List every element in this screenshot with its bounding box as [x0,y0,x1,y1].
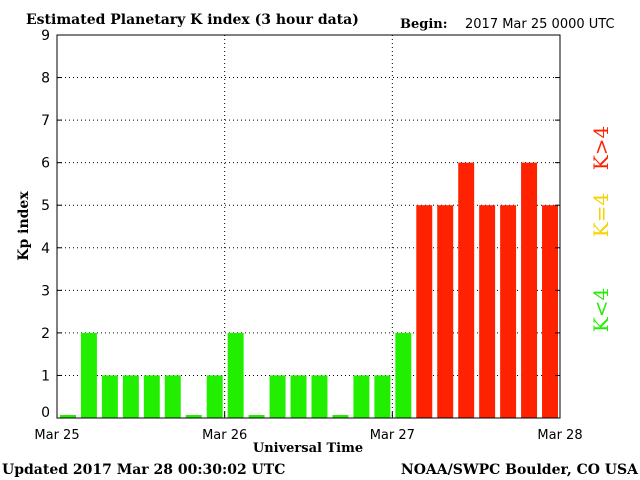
x-tick-label: Mar 28 [537,428,582,443]
begin-label: Begin: [400,17,448,32]
source-credit: NOAA/SWPC Boulder, CO USA [401,462,639,478]
y-tick-label: 3 [41,283,50,299]
y-tick-label: 2 [41,326,50,342]
y-tick-label: 5 [41,198,50,214]
kp-bar [164,375,181,418]
y-tick-label: 8 [41,71,50,87]
x-axis-label: Universal Time [253,441,363,456]
x-axis-ticks: Mar 25 Mar 26 Mar 27 Mar 28 [34,412,583,443]
y-tick-label: 0 [41,405,50,421]
y-tick-label: 9 [41,28,50,44]
kp-bar [353,375,370,418]
kp-bar [395,332,412,418]
y-tick-label: 7 [41,113,50,129]
kp-bar [206,375,223,418]
legend-entry: K=4 [589,193,613,237]
kp-bar [60,415,76,418]
kp-bar [374,375,391,418]
kp-bar [416,205,433,418]
kp-bar [185,415,202,418]
kp-bar [290,375,307,418]
kp-bar [143,375,160,418]
kp-bar [479,205,496,418]
legend-entry: K>4 [589,126,613,170]
kp-bar [227,332,244,418]
kp-bar [437,205,454,418]
kp-bar [332,415,349,418]
bars [60,162,558,418]
x-tick-label: Mar 27 [370,428,415,443]
y-tick-label: 6 [41,156,50,172]
kp-bar [311,375,328,418]
chart-title: Estimated Planetary K index (3 hour data… [26,12,359,28]
y-axis-ticks: 0 1 2 3 4 5 6 7 8 9 [41,28,560,421]
legend-entry: K<4 [589,288,613,332]
kp-bar [122,375,139,418]
legend: K<4 K=4 K>4 [589,126,613,332]
kp-bar [500,205,517,418]
x-tick-label: Mar 25 [34,428,79,443]
y-axis-label: Kp index [16,191,32,261]
kp-bar [248,415,265,418]
kp-bar [521,162,538,418]
kp-bar [80,332,97,418]
updated-timestamp: Updated 2017 Mar 28 00:30:02 UTC [2,462,285,478]
kp-bar [542,205,558,418]
plot-frame [56,34,561,419]
x-tick-label: Mar 26 [202,428,247,443]
kp-bar [269,375,286,418]
kp-bar [101,375,118,418]
y-tick-label: 4 [41,241,50,257]
begin-value: 2017 Mar 25 0000 UTC [465,17,615,32]
kp-bar [458,162,475,418]
y-tick-label: 1 [41,368,50,384]
